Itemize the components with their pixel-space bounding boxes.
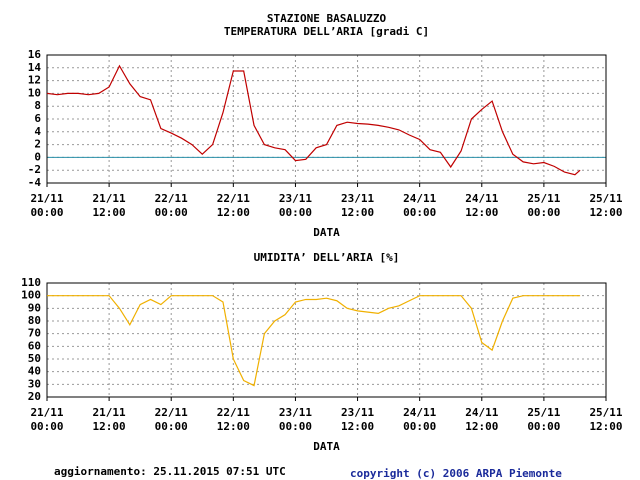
y-tick-label: 8 (34, 99, 41, 112)
x-tick-label: 24/11 00:00 (403, 192, 437, 219)
x-tick-label: 24/11 12:00 (465, 406, 499, 433)
y-tick-label: 12 (28, 74, 41, 87)
y-tick-label: 100 (21, 289, 41, 302)
x-tick-label: 22/11 12:00 (216, 406, 250, 433)
plot-frame (46, 54, 607, 184)
y-tick-label: 70 (28, 327, 41, 340)
x-tick-label: 24/11 00:00 (403, 406, 437, 433)
y-tick-label: 0 (34, 150, 41, 163)
x-tick-label: 21/11 00:00 (30, 192, 64, 219)
y-tick-label: 2 (34, 138, 41, 151)
y-tick-label: 10 (28, 86, 41, 99)
y-tick-label: 30 (28, 377, 41, 390)
y-tick-label: 4 (34, 125, 41, 138)
x-tick-label: 25/11 12:00 (589, 192, 623, 219)
y-tick-label: 60 (28, 339, 41, 352)
chart-subtitle: TEMPERATURA DELL’ARIA [gradi C] (224, 25, 429, 38)
y-tick-label: 50 (28, 352, 41, 365)
x-tick-label: 21/11 00:00 (30, 406, 64, 433)
x-tick-label: 23/11 12:00 (340, 192, 375, 219)
copyright: copyright (c) 2006 ARPA Piemonte (350, 467, 562, 480)
data-line (46, 64, 581, 176)
y-tick-label: -4 (28, 176, 42, 189)
y-tick-label: 110 (21, 276, 41, 289)
y-tick-label: 40 (28, 365, 41, 378)
x-tick-label: 23/11 00:00 (278, 406, 312, 433)
y-tick-label: 16 (28, 48, 42, 61)
x-tick-label: 23/11 00:00 (278, 192, 312, 219)
update-note: aggiornamento: 25.11.2015 07:51 UTC (54, 465, 286, 478)
y-tick-label: 14 (28, 61, 42, 74)
x-tick-label: 25/11 00:00 (527, 192, 561, 219)
x-axis-label: DATA (313, 440, 340, 453)
x-tick-label: 23/11 12:00 (340, 406, 375, 433)
data-line (47, 295, 581, 387)
x-tick-label: 21/11 12:00 (92, 406, 126, 433)
x-tick-label: 25/11 00:00 (527, 406, 561, 433)
x-axis-label: DATA (313, 226, 340, 239)
x-tick-label: 21/11 12:00 (92, 192, 126, 219)
y-tick-label: 20 (28, 390, 41, 403)
chart-title: STAZIONE BASALUZZO (267, 12, 387, 25)
x-tick-label: 22/11 12:00 (216, 192, 250, 219)
chart-title: UMIDITA’ DELL’ARIA [%] (254, 251, 400, 264)
y-tick-label: 80 (28, 314, 41, 327)
y-tick-label: 90 (28, 301, 41, 314)
y-tick-label: 6 (34, 112, 41, 125)
x-tick-label: 22/11 00:00 (154, 192, 188, 219)
x-tick-label: 22/11 00:00 (154, 406, 188, 433)
x-tick-label: 25/11 12:00 (589, 406, 623, 433)
y-tick-label: -2 (28, 163, 41, 176)
x-tick-label: 24/11 12:00 (465, 192, 499, 219)
plot-frame (46, 282, 607, 398)
